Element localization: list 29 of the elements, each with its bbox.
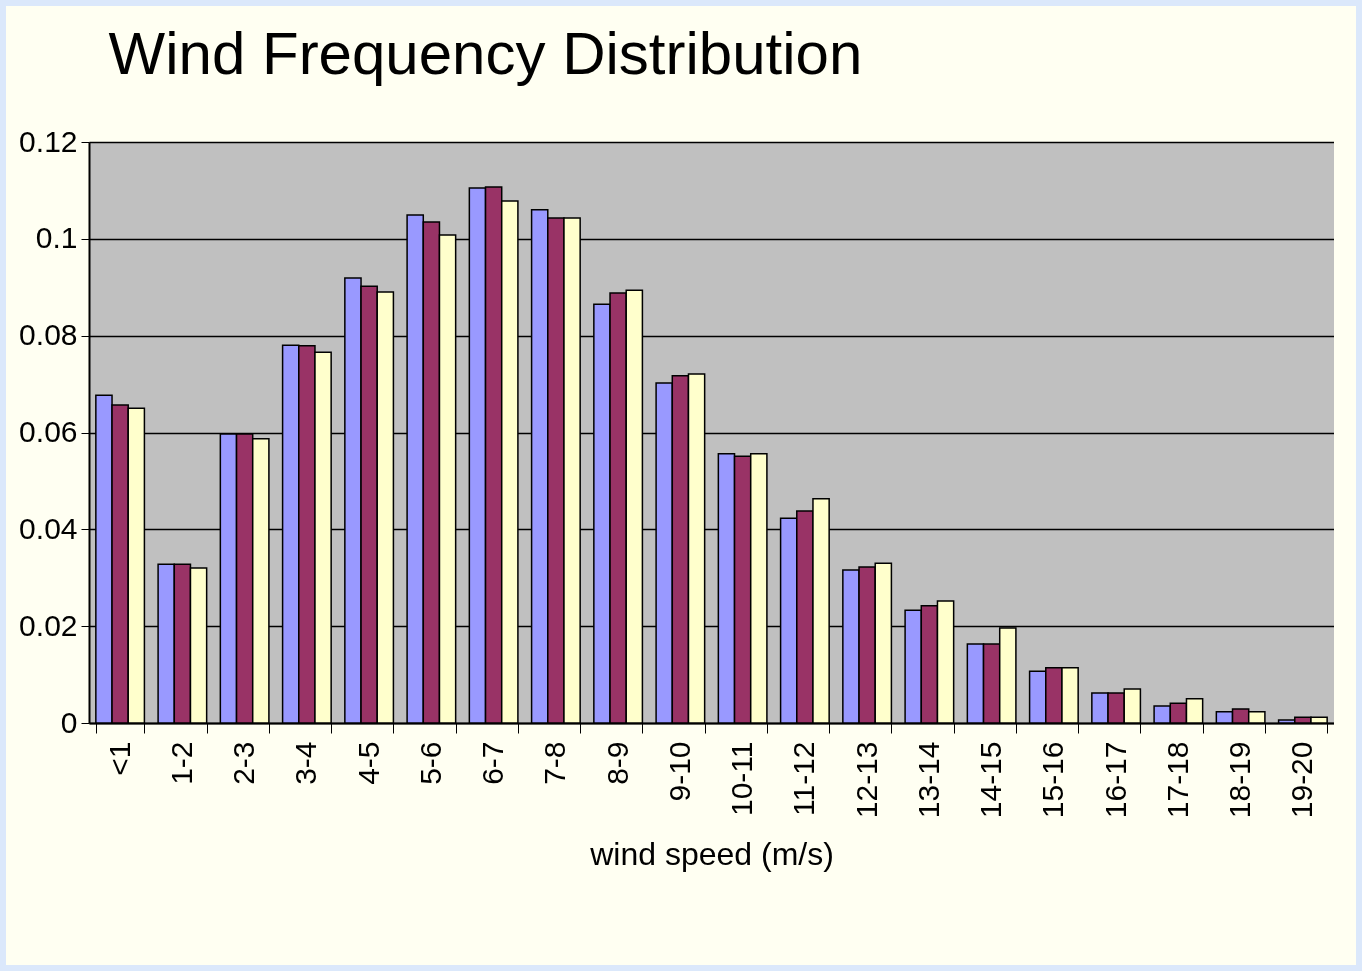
x-tick-label: 9-10 bbox=[662, 741, 696, 802]
y-tick-label: 0 bbox=[60, 705, 78, 739]
x-tick-label: 19-20 bbox=[1285, 741, 1319, 819]
y-tick-label: 0.06 bbox=[19, 415, 78, 448]
y-tick-label: 0.08 bbox=[19, 318, 78, 352]
x-tick-label: 6-7 bbox=[476, 741, 510, 785]
x-tick-label: <1 bbox=[102, 741, 136, 776]
x-tick-label: 2-3 bbox=[227, 741, 261, 785]
x-tick-label: 3-4 bbox=[289, 741, 323, 785]
chart-title: Wind Frequency Distribution bbox=[108, 20, 863, 87]
y-tick-label: 0.12 bbox=[19, 124, 78, 158]
x-tick-label: 15-16 bbox=[1036, 741, 1070, 819]
x-tick-label: 4-5 bbox=[351, 741, 385, 785]
y-tick-label: 0.1 bbox=[35, 221, 78, 255]
x-tick-label: 16-17 bbox=[1098, 741, 1132, 819]
y-tick-label: 0.04 bbox=[19, 511, 78, 545]
x-tick-label: 8-9 bbox=[600, 741, 634, 785]
x-tick-label: 1-2 bbox=[164, 741, 198, 785]
y-tick-label: 0.02 bbox=[19, 608, 78, 642]
x-tick-label: 13-14 bbox=[911, 741, 945, 819]
x-tick-label: 18-19 bbox=[1223, 741, 1257, 819]
x-tick-label: 5-6 bbox=[413, 741, 447, 785]
x-tick-label: 17-18 bbox=[1160, 741, 1194, 819]
x-axis-title: wind speed (m/s) bbox=[589, 836, 834, 873]
x-tick-label: 12-13 bbox=[849, 741, 883, 819]
x-tick-label: 7-8 bbox=[538, 741, 572, 785]
x-tick-label: 11-12 bbox=[787, 741, 821, 817]
x-tick-label: 14-15 bbox=[974, 741, 1008, 819]
x-tick-label: 10-11 bbox=[725, 741, 759, 817]
